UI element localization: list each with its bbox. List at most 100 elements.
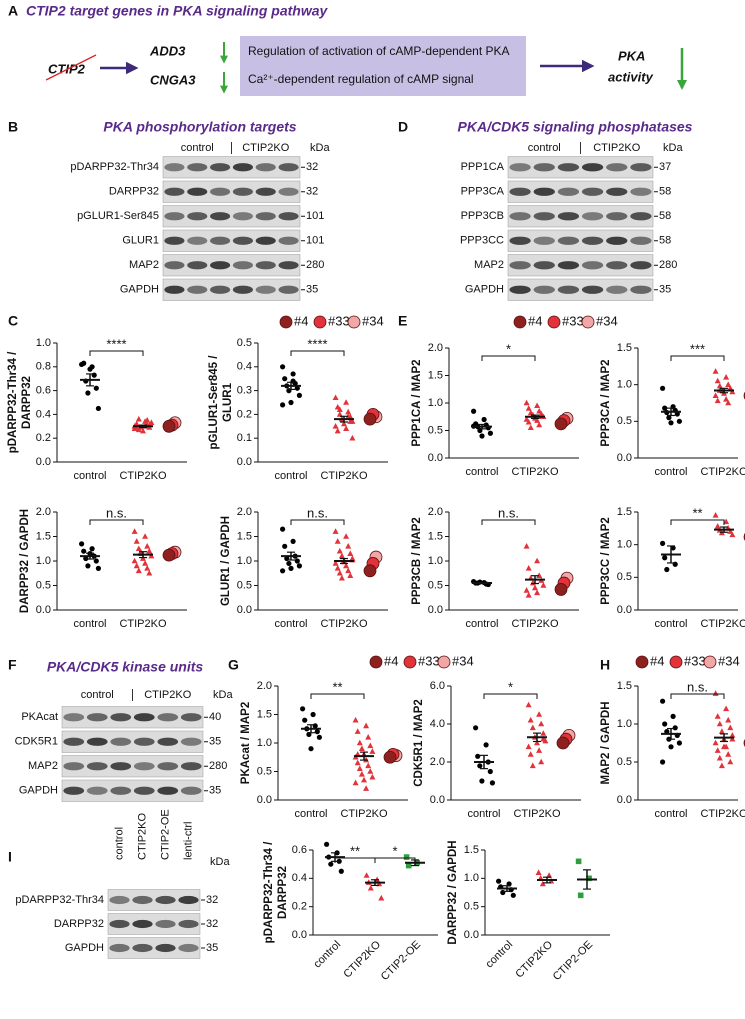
band [557, 163, 580, 172]
group-label: CTIP2KO [144, 689, 192, 701]
data-point [336, 406, 343, 412]
legend-marker [581, 315, 595, 329]
data-point [332, 394, 339, 401]
data-point [577, 892, 584, 899]
band [606, 285, 628, 294]
data-point [723, 374, 730, 380]
data-point [723, 705, 730, 712]
data-point [479, 778, 485, 784]
data-point [334, 538, 341, 544]
data-point [345, 567, 352, 574]
kda-label: 32 [306, 186, 318, 198]
data-point [660, 385, 666, 391]
x-tick-label: control [483, 939, 515, 971]
data-point [336, 547, 343, 554]
x-tick-label: CTIP2KO [700, 808, 745, 820]
data-point [670, 545, 676, 551]
data-point [721, 743, 727, 750]
legend-label: #34 [596, 313, 618, 328]
band [278, 187, 299, 196]
data-point [142, 418, 149, 424]
data-point [532, 584, 538, 591]
y-tick-label: 0.5 [428, 424, 443, 436]
strike [45, 54, 97, 81]
y-axis-label: PPP3CB / MAP2 [411, 517, 423, 605]
band [180, 786, 202, 795]
band [509, 261, 531, 270]
y-tick-label: 6.0 [430, 680, 445, 692]
data-point [483, 742, 489, 748]
legend-label: #34 [452, 653, 474, 668]
data-point [525, 418, 532, 425]
data-point [714, 377, 721, 384]
legend-label: #33 [328, 313, 350, 328]
data-point [481, 416, 487, 423]
sig-label: n.s. [498, 505, 519, 520]
data-point [534, 557, 541, 564]
data-point [363, 872, 370, 878]
data-point [144, 565, 151, 571]
data-point [343, 425, 350, 431]
band [110, 713, 132, 722]
clone-mean [363, 564, 377, 578]
band [133, 737, 155, 746]
data-point [349, 434, 356, 441]
row-label: pDARPP32-Thr34 [70, 161, 159, 173]
data-point [723, 396, 730, 402]
data-point [369, 748, 376, 754]
data-point [471, 408, 477, 414]
clone-mean [363, 412, 377, 426]
sig-bracket [481, 519, 536, 525]
sig-bracket [89, 519, 144, 525]
y-tick-label: 0.2 [237, 408, 252, 420]
sig-label: n.s. [687, 679, 708, 694]
legend-label: #33 [684, 653, 706, 668]
y-tick-label: 1.5 [428, 369, 443, 381]
data-point [660, 540, 666, 546]
data-point [365, 762, 372, 769]
lane-label: lenti-ctrl [182, 821, 194, 860]
kda-label: 280 [209, 760, 227, 772]
y-tick-label: 0.5 [617, 756, 632, 768]
data-point [540, 730, 547, 736]
y-tick-label: 0.5 [617, 415, 632, 427]
data-point [534, 402, 541, 409]
y-tick-label: 0.8 [36, 361, 51, 373]
band [630, 261, 652, 270]
band [509, 187, 531, 196]
data-point [142, 533, 149, 539]
x-tick-label: control [467, 808, 500, 820]
kda-label: 35 [659, 284, 671, 296]
data-point [660, 759, 666, 765]
sig-label: n.s. [106, 505, 127, 520]
data-point [345, 408, 352, 415]
kda-label: 35 [306, 284, 318, 296]
data-point [345, 543, 352, 549]
data-point [529, 724, 536, 731]
sig-bracket [483, 693, 538, 699]
y-axis-label: GLUR1 / GAPDH [220, 516, 232, 606]
row-label: PPP3CA [461, 186, 505, 198]
blot-title: PKA/CDK5 kinase units [47, 659, 204, 675]
data-point [356, 765, 363, 771]
data-point [280, 526, 286, 532]
band [557, 187, 580, 196]
data-point [489, 780, 495, 786]
band [133, 786, 155, 795]
y-tick-label: 4.0 [430, 718, 445, 730]
y-tick-label: 0.0 [464, 929, 479, 941]
y-tick-label: 1.0 [257, 737, 272, 749]
band [210, 163, 231, 172]
panel-letter: B [8, 119, 18, 135]
band [164, 163, 185, 172]
data-point [358, 745, 365, 751]
row-label: pGLUR1-Ser845 [77, 210, 159, 222]
data-point [328, 861, 334, 867]
data-point [336, 569, 343, 576]
y-tick-label: 0.0 [428, 452, 443, 464]
data-point [286, 560, 292, 567]
data-point [280, 568, 286, 574]
data-point [363, 785, 370, 791]
panel-letter: I [8, 849, 12, 865]
blot-strip [507, 278, 654, 301]
